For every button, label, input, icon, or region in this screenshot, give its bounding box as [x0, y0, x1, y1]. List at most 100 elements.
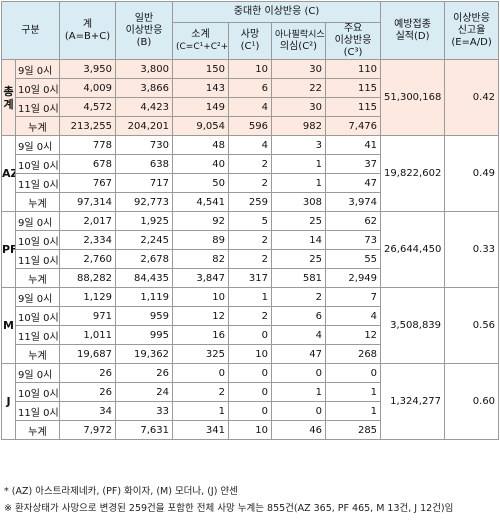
- cell-subtotal: 40: [172, 154, 229, 174]
- cell-general: 24: [115, 382, 173, 402]
- cell-major: 7: [324, 287, 382, 307]
- cell-cum-major: 7,476: [324, 116, 382, 136]
- cell-death: 2: [228, 249, 272, 269]
- cell-cum-anaphylaxis: 982: [271, 116, 326, 136]
- header-category: 구분: [1, 1, 60, 60]
- cell-major: 41: [324, 135, 382, 155]
- cell-anaphylaxis: 0: [271, 363, 326, 383]
- cell-anaphylaxis: 3: [271, 135, 326, 155]
- cell-cum-total: 7,972: [59, 420, 116, 440]
- adverse-reaction-table: 구분 계 (A=B+C) 일반 이상반응 (B) 중대한 이상반응 (C) 예방접종 실…: [1, 1, 500, 440]
- cell-anaphylaxis: 30: [271, 97, 326, 117]
- cell-death: 0: [228, 363, 272, 383]
- cell-total: 1,011: [59, 325, 116, 345]
- cell-anaphylaxis: 25: [271, 211, 326, 231]
- cell-rate: 0.42: [444, 59, 500, 136]
- cell-major: 1: [324, 401, 382, 421]
- header-vaccinations: 예방접종 실적(D): [380, 1, 446, 60]
- cell-death: 5: [228, 211, 272, 231]
- cell-anaphylaxis: 0: [271, 401, 326, 421]
- table-row: 10일 0시 2,334 2,245 89 2 14 73: [2, 230, 499, 250]
- header-total: 계 (A=B+C): [59, 1, 116, 60]
- cell-total: 34: [59, 401, 116, 421]
- cell-rate: 0.33: [444, 211, 500, 288]
- row-time: 11일 0시: [15, 173, 60, 193]
- cell-cum-general: 19,362: [115, 344, 173, 364]
- cell-major: 55: [324, 249, 382, 269]
- cell-subtotal: 2: [172, 382, 229, 402]
- cell-cum-subtotal: 325: [172, 344, 229, 364]
- cell-major: 115: [324, 78, 382, 98]
- cell-death: 0: [228, 325, 272, 345]
- cell-death: 2: [228, 154, 272, 174]
- cell-cum-general: 7,631: [115, 420, 173, 440]
- row-time: 9일 0시: [15, 287, 60, 307]
- footnotes: * (AZ) 아스트라제네카, (PF) 화이자, (M) 모더나, (J) 얀…: [4, 483, 453, 517]
- cell-rate: 0.56: [444, 287, 500, 364]
- table-row-cumulative: 누계 97,314 92,773 4,541 259 308 3,974: [2, 192, 499, 212]
- table-row-cumulative: 누계 19,687 19,362 325 10 47 268: [2, 344, 499, 364]
- row-cumulative-label: 누계: [15, 192, 60, 212]
- cell-cum-subtotal: 4,541: [172, 192, 229, 212]
- cell-major: 115: [324, 97, 382, 117]
- header-rate: 이상반응 신고율 (E=A/D): [444, 1, 500, 60]
- cell-death: 0: [228, 401, 272, 421]
- cell-anaphylaxis: 1: [271, 382, 326, 402]
- cell-total: 2,017: [59, 211, 116, 231]
- cell-cum-total: 19,687: [59, 344, 116, 364]
- cell-cum-major: 268: [324, 344, 382, 364]
- row-time: 10일 0시: [15, 230, 60, 250]
- group-label: PF: [1, 211, 16, 288]
- cell-general: 1,925: [115, 211, 173, 231]
- table-row: 11일 0시 4,572 4,423 149 4 30 115: [2, 97, 499, 117]
- group-label: J: [1, 363, 16, 440]
- cell-death: 0: [228, 382, 272, 402]
- cell-death: 4: [228, 97, 272, 117]
- header-general: 일반 이상반응 (B): [115, 1, 173, 60]
- cell-cum-total: 97,314: [59, 192, 116, 212]
- cell-subtotal: 50: [172, 173, 229, 193]
- cell-cum-death: 259: [228, 192, 272, 212]
- cell-total: 971: [59, 306, 116, 326]
- cell-subtotal: 82: [172, 249, 229, 269]
- cell-subtotal: 0: [172, 363, 229, 383]
- cell-major: 1: [324, 382, 382, 402]
- cell-subtotal: 48: [172, 135, 229, 155]
- group-label: M: [1, 287, 16, 364]
- cell-subtotal: 1: [172, 401, 229, 421]
- cell-total: 26: [59, 382, 116, 402]
- table-row-cumulative: 누계 7,972 7,631 341 10 46 285: [2, 420, 499, 440]
- cell-cum-subtotal: 9,054: [172, 116, 229, 136]
- row-time: 9일 0시: [15, 363, 60, 383]
- cell-anaphylaxis: 30: [271, 59, 326, 79]
- cell-total: 4,009: [59, 78, 116, 98]
- table-row: 11일 0시 2,760 2,678 82 2 25 55: [2, 249, 499, 269]
- row-time: 11일 0시: [15, 249, 60, 269]
- cell-anaphylaxis: 1: [271, 173, 326, 193]
- cell-rate: 0.49: [444, 135, 500, 212]
- cell-total: 2,334: [59, 230, 116, 250]
- cell-cum-subtotal: 3,847: [172, 268, 229, 288]
- cell-major: 0: [324, 363, 382, 383]
- footnote-abbrev: * (AZ) 아스트라제네카, (PF) 화이자, (M) 모더나, (J) 얀…: [4, 486, 238, 497]
- cell-cum-anaphylaxis: 47: [271, 344, 326, 364]
- cell-general: 26: [115, 363, 173, 383]
- cell-subtotal: 12: [172, 306, 229, 326]
- table-row: 11일 0시 767 717 50 2 1 47: [2, 173, 499, 193]
- row-time: 10일 0시: [15, 306, 60, 326]
- cell-anaphylaxis: 1: [271, 154, 326, 174]
- cell-anaphylaxis: 2: [271, 287, 326, 307]
- cell-general: 730: [115, 135, 173, 155]
- cell-anaphylaxis: 22: [271, 78, 326, 98]
- row-cumulative-label: 누계: [15, 344, 60, 364]
- cell-cum-subtotal: 341: [172, 420, 229, 440]
- table-row: J 9일 0시 26 26 0 0 0 0 1,324,277 0.60: [1, 363, 500, 440]
- cell-total: 3,950: [59, 59, 116, 79]
- cell-vaccinations: 51,300,168: [380, 59, 446, 136]
- cell-death: 2: [228, 306, 272, 326]
- row-time: 10일 0시: [15, 382, 60, 402]
- cell-subtotal: 89: [172, 230, 229, 250]
- cell-general: 4,423: [115, 97, 173, 117]
- row-cumulative-label: 누계: [15, 116, 60, 136]
